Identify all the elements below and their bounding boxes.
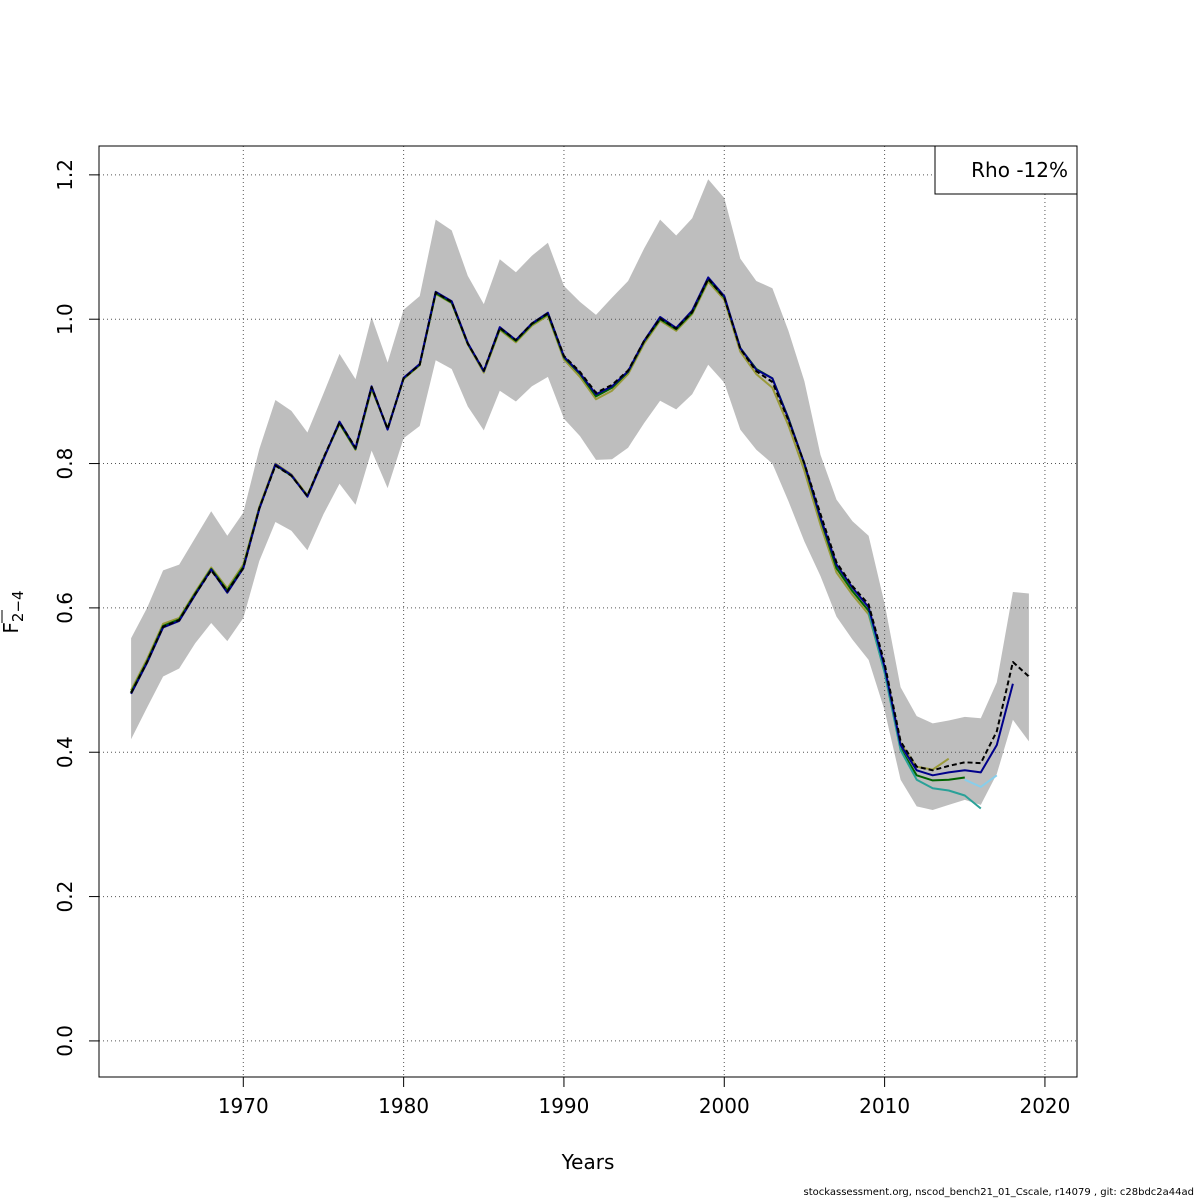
y-axis-title-group: F2−4	[0, 590, 27, 633]
confidence-band-layer	[131, 179, 1029, 810]
y-tick-label: 1.0	[53, 303, 77, 335]
x-axis-title: Years	[561, 1150, 615, 1174]
confidence-band	[131, 179, 1029, 810]
x-tick-label: 2010	[859, 1094, 910, 1118]
plot-frame	[98, 145, 1078, 1078]
y-tick-label: 0.8	[53, 448, 77, 480]
legend: Rho -12%	[934, 145, 1078, 195]
x-tick-label: 2000	[699, 1094, 750, 1118]
series-layer	[129, 275, 1030, 810]
series-line-2	[964, 774, 998, 788]
x-tick-label: 2020	[1019, 1094, 1070, 1118]
grid-layer	[99, 146, 1077, 1077]
y-tick-label: 0.0	[53, 1025, 77, 1057]
legend-rho-text: Rho -12%	[971, 158, 1068, 182]
x-axis: 1970 1980 1990 2000 2010 2020	[218, 1077, 1070, 1118]
series-line-3	[867, 611, 982, 810]
y-tick-label: 0.4	[53, 736, 77, 768]
y-axis-title-main: F	[0, 622, 23, 634]
x-tick-label: 1970	[218, 1094, 269, 1118]
series-line-1	[130, 276, 1014, 777]
series-line-0	[130, 277, 1030, 772]
footer-credit: stockassessment.org, nscod_bench21_01_Cs…	[803, 1187, 1194, 1198]
y-tick-label: 0.6	[53, 592, 77, 624]
y-axis-title-subscript: 2−4	[9, 590, 27, 622]
y-axis-title: F2−4	[0, 590, 27, 633]
y-axis: 0.0 0.2 0.4 0.6 0.8 1.0 1.2	[53, 159, 99, 1057]
legend-box	[934, 145, 1078, 195]
y-tick-label: 1.2	[53, 159, 77, 191]
x-tick-label: 1980	[378, 1094, 429, 1118]
x-tick-label: 1990	[538, 1094, 589, 1118]
y-tick-label: 0.2	[53, 881, 77, 913]
